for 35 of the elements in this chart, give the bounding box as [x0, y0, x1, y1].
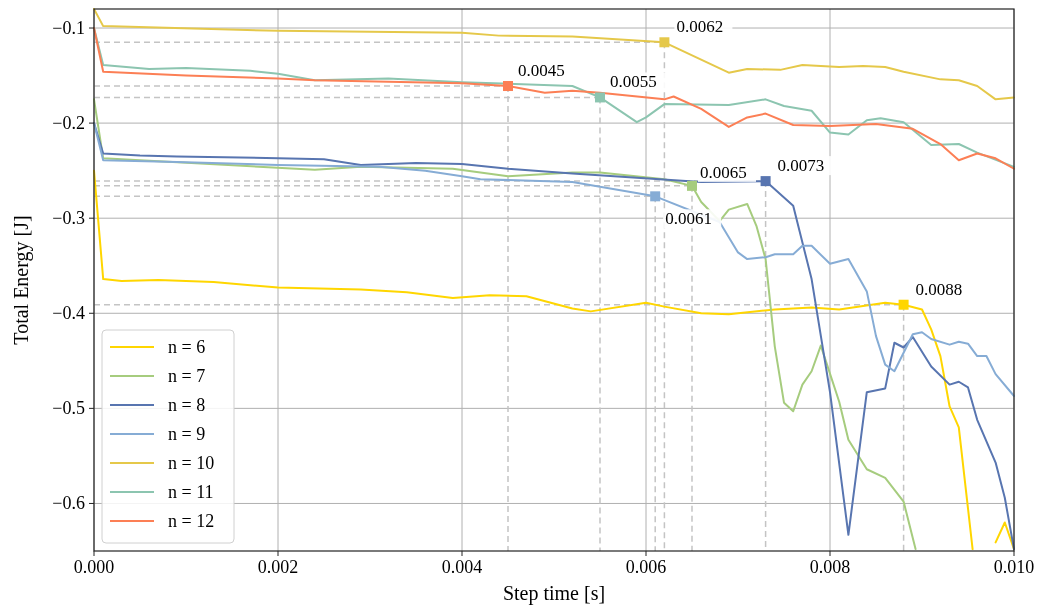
point — [503, 81, 513, 92]
y-tick-label: −0.5 — [52, 398, 85, 419]
y-tick-label: −0.3 — [52, 208, 85, 229]
point — [687, 180, 697, 191]
x-tick-label: 0.000 — [73, 557, 115, 577]
point — [659, 37, 670, 48]
annotation: 0.0055 — [610, 72, 657, 92]
point — [595, 92, 605, 103]
legend-label: n = 10 — [168, 453, 215, 473]
annotation: 0.0073 — [777, 156, 825, 176]
legend-label: n = 12 — [168, 511, 215, 531]
y-tick-label: −0.4 — [52, 303, 85, 324]
annotation: 0.0045 — [518, 61, 565, 81]
legend-label: n = 11 — [168, 482, 214, 502]
x-tick-label: 0.008 — [809, 557, 851, 577]
x-axis-title: Step time [s] — [502, 582, 606, 605]
legend-label: n = 7 — [168, 366, 206, 386]
point — [650, 191, 661, 202]
point — [760, 176, 771, 187]
x-tick-label: 0.006 — [625, 557, 667, 577]
y-tick-label: −0.6 — [52, 493, 85, 514]
x-tick-label: 0.002 — [257, 557, 299, 577]
annotation: 0.0088 — [915, 279, 963, 299]
y-axis-title: Total Energy [J] — [10, 215, 33, 345]
annotation: 0.0065 — [700, 162, 747, 182]
legend-label: n = 9 — [168, 424, 206, 444]
y-tick-label: −0.2 — [52, 113, 85, 134]
point — [898, 299, 909, 310]
x-tick-label: 0.004 — [441, 557, 483, 577]
annotation: 0.0061 — [665, 209, 712, 229]
y-tick-label: −0.1 — [52, 18, 85, 39]
legend-label: n = 6 — [168, 337, 206, 357]
legend-label: n = 8 — [168, 395, 206, 415]
annotation: 0.0062 — [676, 17, 724, 37]
x-tick-label: 0.010 — [993, 557, 1035, 577]
